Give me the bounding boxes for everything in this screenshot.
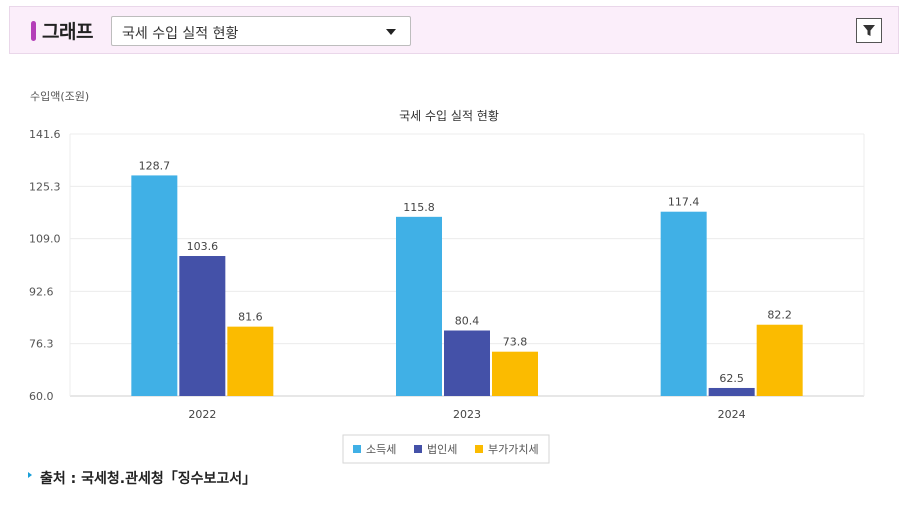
y-tick-label: 109.0	[29, 233, 61, 246]
filter-button[interactable]	[856, 18, 882, 43]
legend-label: 소득세	[366, 443, 396, 456]
bar-법인세-2024	[708, 387, 755, 396]
bar-부가가치세-2024	[756, 324, 803, 396]
bar-법인세-2022	[179, 256, 226, 396]
legend-label: 법인세	[427, 443, 457, 456]
chart-select-value: 국세 수입 실적 현황	[122, 26, 239, 42]
x-tick-label: 2023	[453, 408, 481, 421]
y-tick-label: 141.6	[29, 128, 61, 141]
bar-소득세-2023	[396, 216, 442, 396]
source-marker-icon	[28, 472, 32, 478]
y-tick-label: 60.0	[29, 390, 54, 403]
data-label: 80.4	[455, 315, 480, 328]
x-tick-label: 2024	[718, 408, 746, 421]
data-label: 128.7	[139, 159, 171, 172]
bar-chart: 수입액(조원) 국세 수입 실적 현황 60.0 76.3 92.6 109.0 125.3…	[29, 90, 865, 464]
y-tick-label: 92.6	[29, 285, 54, 298]
data-label: 115.8	[403, 201, 435, 214]
filter-icon	[863, 25, 875, 36]
graph-header: 그래프 국세 수입 실적 현황	[9, 6, 899, 54]
y-tick-label: 125.3	[29, 180, 61, 193]
legend-label: 부가가치세	[488, 443, 539, 456]
legend-box	[342, 434, 550, 464]
x-tick-label: 2022	[188, 408, 216, 421]
data-label: 103.6	[187, 240, 219, 253]
bar-소득세-2024	[660, 211, 707, 396]
data-label: 117.4	[668, 196, 700, 209]
bar-부가가치세-2022	[227, 326, 274, 396]
chevron-down-icon	[386, 29, 396, 35]
chart-select[interactable]: 국세 수입 실적 현황	[111, 16, 411, 46]
legend-swatch	[414, 445, 422, 453]
y-axis-label: 수입액(조원)	[30, 90, 89, 103]
source-note: 출처 : 국세청.관세청「징수보고서」	[40, 471, 257, 487]
bar-부가가치세-2023	[492, 351, 538, 396]
bar-법인세-2023	[444, 330, 490, 396]
legend-swatch	[353, 445, 361, 453]
header-accent-bar	[31, 21, 36, 41]
chart-title: 국세 수입 실적 현황	[399, 109, 499, 123]
bar-소득세-2022	[131, 175, 178, 396]
data-label: 73.8	[503, 336, 528, 349]
header-title: 그래프	[42, 21, 93, 43]
y-tick-label: 76.3	[29, 338, 54, 351]
data-label: 82.2	[767, 309, 792, 322]
data-label: 81.6	[238, 311, 263, 324]
legend-swatch	[475, 445, 483, 453]
data-label: 62.5	[719, 372, 744, 385]
